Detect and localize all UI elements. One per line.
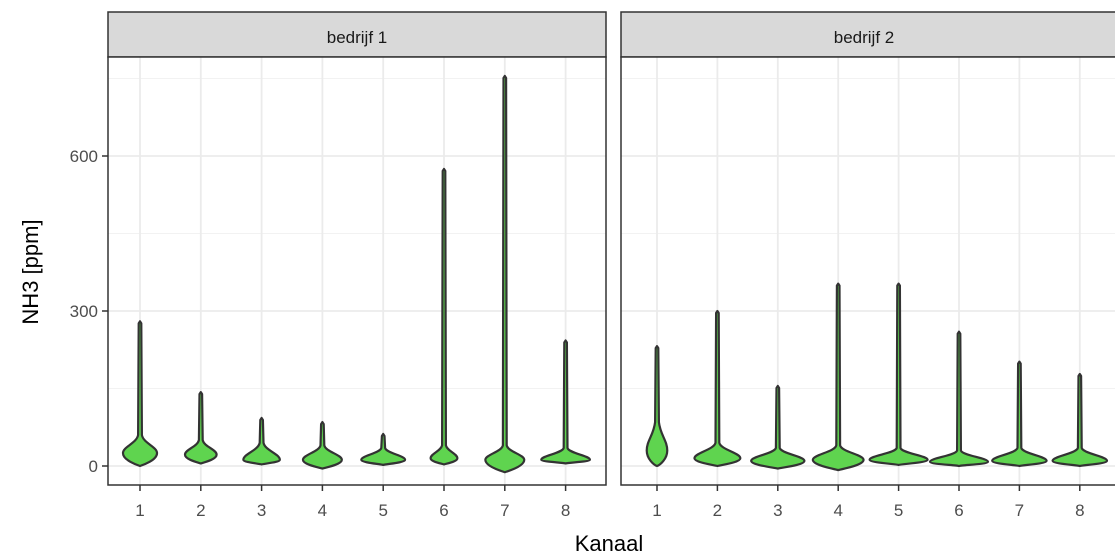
x-tick-label: 8 bbox=[561, 501, 570, 520]
panel-border bbox=[107, 56, 607, 486]
violin-4 bbox=[811, 282, 865, 472]
violin-1 bbox=[645, 345, 669, 468]
violin-5 bbox=[360, 432, 407, 467]
violin-1 bbox=[121, 320, 159, 468]
panel-2: bedrijf 2 bbox=[620, 11, 1115, 486]
x-tick-label: 2 bbox=[713, 501, 722, 520]
x-tick-label: 2 bbox=[196, 501, 205, 520]
panel-1: bedrijf 1 bbox=[107, 11, 607, 486]
violin-3 bbox=[242, 416, 281, 466]
x-tick-label: 4 bbox=[833, 501, 842, 520]
x-tick-label: 5 bbox=[894, 501, 903, 520]
violin-4 bbox=[301, 420, 343, 470]
y-tick-label: 300 bbox=[70, 302, 98, 321]
x-tick-label: 1 bbox=[135, 501, 144, 520]
violin-6 bbox=[429, 167, 459, 466]
violin-5 bbox=[868, 282, 929, 467]
x-tick-label: 3 bbox=[773, 501, 782, 520]
panel-background bbox=[108, 57, 606, 485]
x-tick-label: 7 bbox=[500, 501, 509, 520]
violin-2 bbox=[183, 391, 218, 465]
violin-8 bbox=[540, 339, 592, 465]
x-tick-label: 1 bbox=[652, 501, 661, 520]
facet-strip-label: bedrijf 1 bbox=[327, 28, 387, 47]
x-tick-label: 7 bbox=[1015, 501, 1024, 520]
axes-layer: 1 2 3 4 5 6 7 8 1 2 3 4 5 6 7 8 0 300 600 bbox=[70, 147, 1085, 520]
x-tick-label: 8 bbox=[1075, 501, 1084, 520]
y-tick-label: 600 bbox=[70, 147, 98, 166]
x-tick-label: 6 bbox=[954, 501, 963, 520]
violin-7 bbox=[484, 74, 526, 474]
x-tick-label: 6 bbox=[439, 501, 448, 520]
y-axis-title: NH3 [ppm] bbox=[18, 219, 43, 324]
violin-3 bbox=[750, 384, 806, 470]
x-tick-label: 5 bbox=[378, 501, 387, 520]
x-tick-label: 3 bbox=[257, 501, 266, 520]
violin-2 bbox=[693, 309, 742, 468]
y-tick-label: 0 bbox=[89, 457, 98, 476]
facet-strip bbox=[107, 11, 607, 58]
violin-8 bbox=[1051, 372, 1109, 468]
panel-border bbox=[620, 56, 1115, 486]
x-tick-label: 4 bbox=[318, 501, 327, 520]
facet-strip-label: bedrijf 2 bbox=[834, 28, 894, 47]
violin-7 bbox=[991, 360, 1048, 468]
x-axis-title: Kanaal bbox=[575, 531, 644, 556]
panels-layer: bedrijf 1 bedrijf 2 bbox=[107, 11, 1115, 486]
violin-6 bbox=[928, 330, 990, 468]
facet-strip bbox=[620, 11, 1115, 58]
panel-background bbox=[621, 57, 1115, 485]
